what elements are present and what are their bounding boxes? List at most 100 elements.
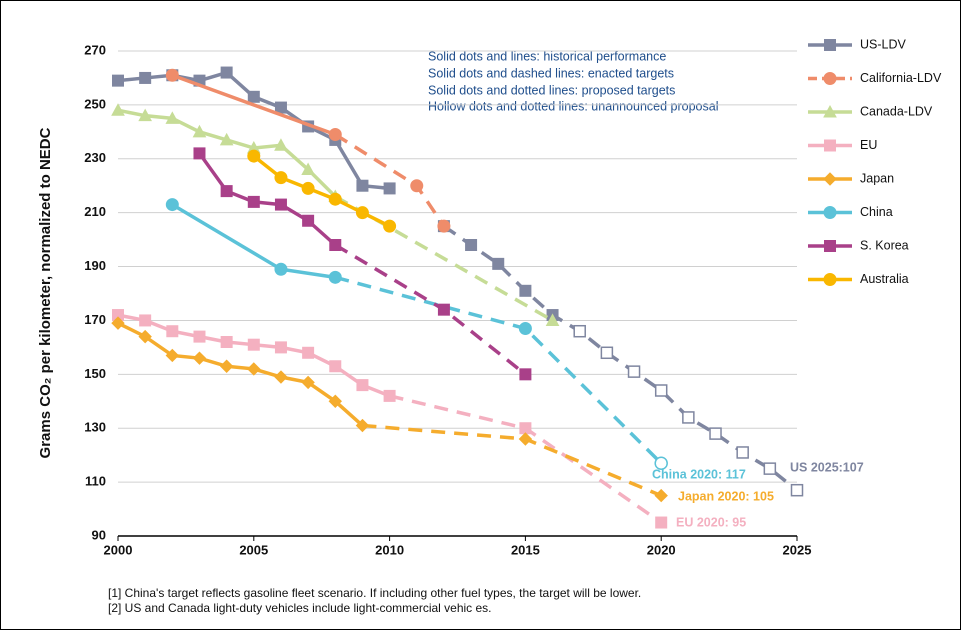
marker	[655, 516, 668, 529]
marker	[247, 362, 261, 376]
marker	[355, 206, 369, 220]
marker	[165, 198, 179, 212]
marker	[138, 329, 152, 344]
marker	[492, 257, 505, 270]
marker	[328, 270, 342, 284]
marker	[139, 71, 152, 84]
marker	[301, 162, 315, 176]
footnote: [2] US and Canada light-duty vehicles in…	[108, 601, 492, 615]
y-axis-label: Grams CO₂ per kilometer, normalized to N…	[37, 127, 54, 458]
y-tick-label: 250	[84, 96, 106, 111]
legend-label: S. Korea	[860, 238, 909, 252]
marker	[165, 68, 179, 82]
marker	[627, 365, 641, 378]
x-tick-label: 2005	[239, 542, 268, 557]
series-line	[117, 321, 364, 427]
marker	[383, 182, 396, 195]
y-tick-label: 90	[92, 527, 106, 542]
marker	[682, 411, 695, 424]
marker	[220, 66, 233, 79]
marker	[165, 111, 180, 124]
marker	[355, 418, 370, 433]
marker	[790, 483, 804, 497]
marker	[519, 368, 532, 381]
legend-label: US-LDV	[860, 37, 907, 51]
marker	[220, 336, 233, 348]
end-label: EU 2020: 95	[676, 515, 746, 529]
series-line	[252, 154, 391, 228]
x-tick-label: 2010	[375, 542, 404, 557]
note: Solid dots and lines: historical perform…	[428, 49, 666, 63]
series-line-projected	[362, 423, 662, 498]
marker	[328, 394, 342, 408]
marker	[465, 239, 478, 251]
legend-marker	[824, 39, 836, 51]
marker	[192, 124, 207, 138]
marker	[383, 219, 397, 233]
marker	[274, 341, 287, 354]
marker	[112, 74, 124, 87]
legend-marker	[824, 139, 836, 152]
series-line	[171, 73, 336, 137]
marker	[519, 422, 532, 435]
series-line	[117, 313, 391, 398]
x-tick-label: 2000	[104, 542, 133, 557]
marker	[437, 219, 451, 233]
note: Solid dots and dashed lines: enacted tar…	[428, 66, 674, 80]
marker	[247, 338, 260, 351]
legend-marker	[823, 172, 837, 186]
marker	[301, 375, 315, 390]
marker	[192, 351, 207, 365]
marker	[709, 427, 722, 440]
marker	[654, 384, 668, 397]
legend-label: Japan	[860, 171, 894, 185]
marker	[193, 330, 206, 343]
marker	[247, 149, 261, 163]
marker	[111, 316, 125, 330]
y-tick-label: 130	[84, 420, 106, 435]
y-tick-label: 170	[84, 312, 106, 327]
marker	[111, 103, 125, 116]
legend-marker	[823, 104, 837, 118]
marker	[437, 303, 450, 316]
series-line-projected	[334, 194, 554, 322]
marker	[519, 284, 532, 297]
marker	[410, 179, 424, 193]
marker	[302, 346, 315, 359]
marker	[329, 360, 342, 373]
legend-label: California-LDV	[860, 71, 942, 85]
legend-marker	[823, 72, 837, 85]
x-tick-label: 2020	[647, 542, 676, 557]
marker	[274, 101, 287, 114]
legend-label: China	[860, 205, 893, 219]
marker	[220, 185, 233, 198]
marker	[193, 147, 206, 160]
marker	[219, 359, 234, 373]
y-tick-label: 210	[84, 204, 106, 219]
marker	[600, 346, 614, 360]
marker	[654, 488, 668, 503]
end-label: US 2025:107	[790, 460, 864, 474]
legend-label: Australia	[860, 272, 909, 286]
y-tick-label: 270	[84, 42, 106, 57]
marker	[219, 132, 234, 146]
marker	[274, 262, 288, 276]
marker	[383, 389, 396, 402]
marker	[274, 138, 288, 151]
marker	[356, 179, 369, 192]
note: Hollow dots and dotted lines: unannounce…	[428, 99, 719, 113]
footnote: [1] China's target reflects gasoline fle…	[108, 586, 641, 600]
marker	[274, 171, 288, 185]
marker	[654, 456, 668, 470]
legend-marker	[824, 240, 836, 252]
marker	[166, 325, 179, 338]
legend-label: EU	[860, 138, 877, 152]
legend-label: Canada-LDV	[860, 104, 933, 118]
marker	[138, 108, 153, 122]
y-tick-label: 150	[84, 366, 106, 381]
series-line-projected	[389, 394, 663, 524]
marker	[247, 195, 260, 208]
marker	[165, 348, 180, 363]
x-tick-label: 2015	[511, 542, 540, 557]
